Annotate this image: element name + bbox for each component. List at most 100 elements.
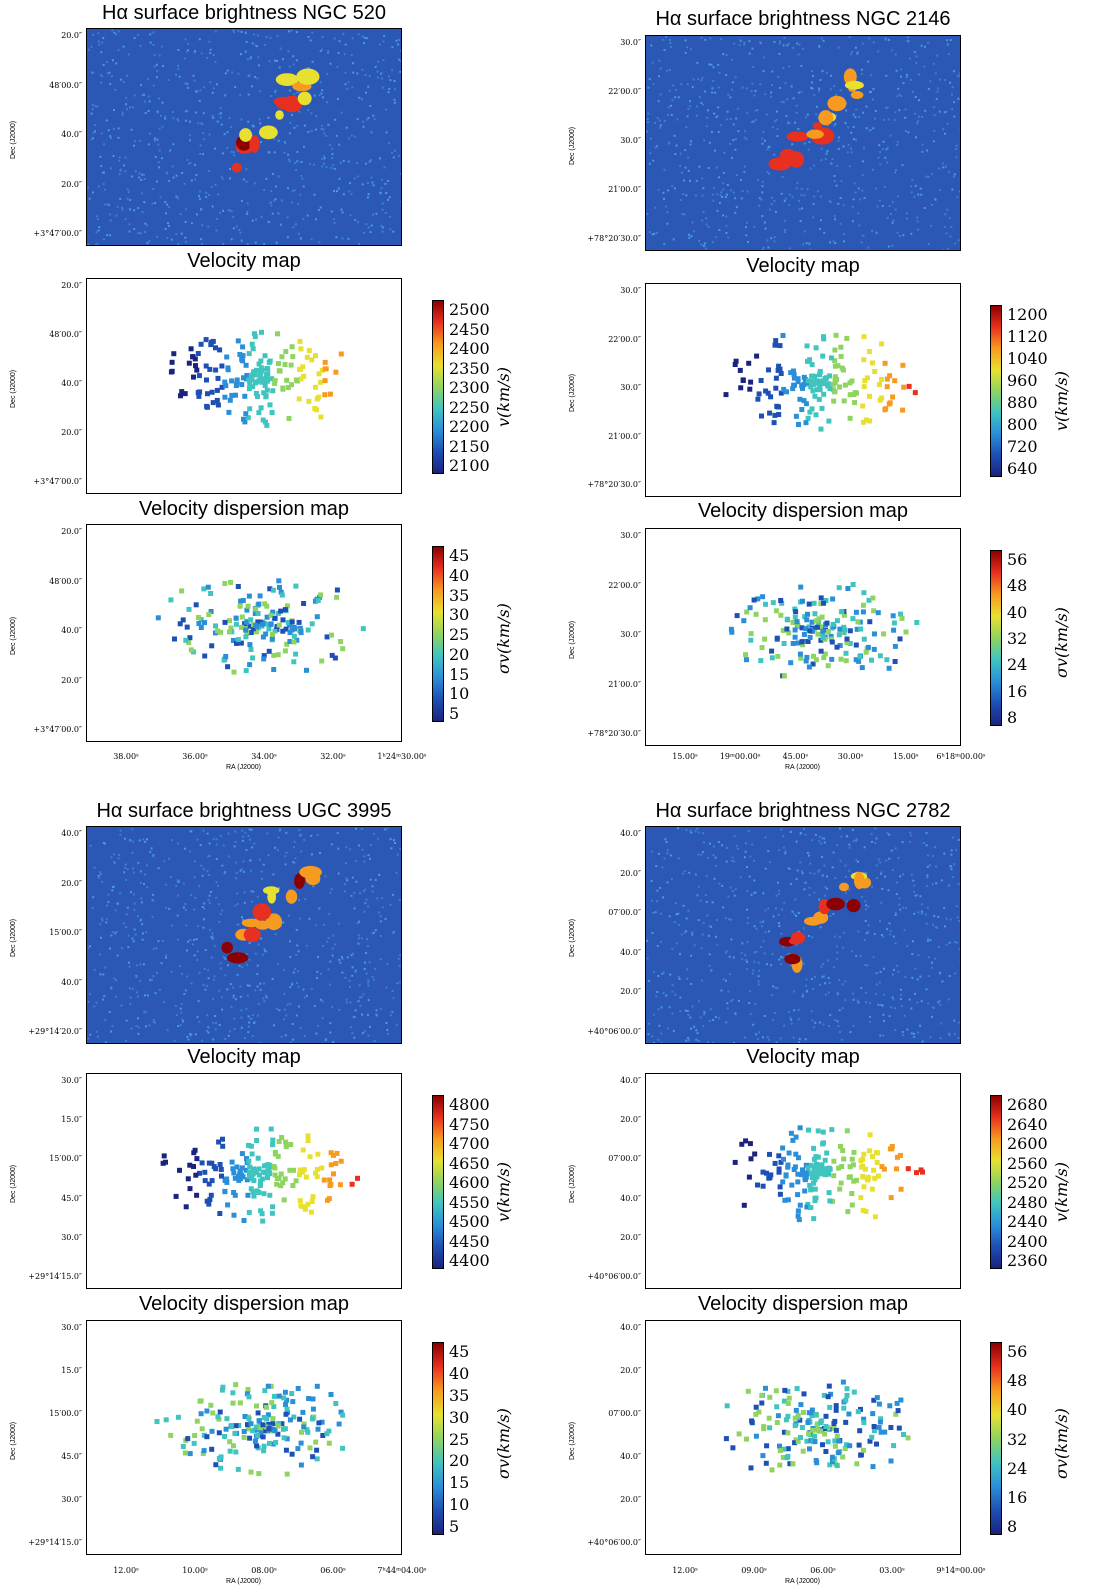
noise-pixel xyxy=(111,1024,114,1027)
noise-pixel xyxy=(96,105,99,108)
noise-pixel xyxy=(677,976,680,979)
noise-pixel xyxy=(814,833,817,836)
noise-pixel xyxy=(345,998,348,1001)
noise-pixel xyxy=(274,89,277,92)
noise-pixel xyxy=(918,73,920,76)
noise-pixel xyxy=(230,238,233,241)
map-pixel xyxy=(875,610,881,616)
noise-pixel xyxy=(330,843,333,846)
noise-pixel xyxy=(651,61,654,64)
map-pixel xyxy=(839,609,845,615)
noise-pixel xyxy=(718,228,721,231)
noise-pixel xyxy=(925,831,928,834)
noise-pixel xyxy=(832,851,835,854)
noise-pixel xyxy=(218,920,221,923)
noise-pixel xyxy=(674,96,677,99)
map-pixel xyxy=(172,636,177,642)
noise-pixel xyxy=(145,931,148,934)
noise-pixel xyxy=(688,871,691,874)
noise-pixel xyxy=(333,943,336,946)
noise-pixel xyxy=(247,1025,250,1028)
noise-pixel xyxy=(129,106,131,109)
map-pixel xyxy=(759,413,764,419)
noise-pixel xyxy=(209,81,212,84)
noise-pixel xyxy=(92,896,95,899)
map-pixel xyxy=(154,1419,160,1424)
noise-pixel xyxy=(687,909,690,912)
map-pixel xyxy=(879,1164,885,1170)
map-pixel xyxy=(824,375,829,381)
noise-pixel xyxy=(852,840,855,843)
noise-pixel xyxy=(184,847,187,850)
map-pixel xyxy=(196,615,201,620)
noise-pixel xyxy=(381,226,384,229)
map-pixel xyxy=(246,1142,251,1148)
noise-pixel xyxy=(792,97,795,100)
noise-pixel xyxy=(859,954,862,957)
noise-pixel xyxy=(687,1014,690,1016)
noise-pixel xyxy=(861,42,864,45)
noise-pixel xyxy=(703,244,705,247)
noise-pixel xyxy=(774,120,777,123)
map-pixel xyxy=(891,627,897,633)
noise-pixel xyxy=(749,1013,752,1015)
noise-pixel xyxy=(892,935,895,938)
noise-pixel xyxy=(886,106,889,109)
noise-pixel xyxy=(296,91,299,94)
noise-pixel xyxy=(164,117,167,120)
noise-pixel xyxy=(851,828,854,831)
noise-pixel xyxy=(224,957,227,960)
map-pixel xyxy=(282,648,288,654)
map-pixel xyxy=(746,360,752,366)
noise-pixel xyxy=(753,925,756,928)
noise-pixel xyxy=(667,189,670,192)
noise-pixel xyxy=(954,941,957,944)
colorbar-tick-label: 2100 xyxy=(449,456,490,475)
map-pixel xyxy=(831,398,837,404)
noise-pixel xyxy=(209,52,212,54)
map-pixel xyxy=(872,1428,877,1434)
noise-pixel xyxy=(313,94,316,97)
noise-pixel xyxy=(782,945,785,948)
noise-pixel xyxy=(156,235,159,238)
noise-pixel xyxy=(109,947,111,950)
noise-pixel xyxy=(312,163,315,166)
noise-pixel xyxy=(131,175,134,178)
noise-pixel xyxy=(288,158,291,161)
noise-pixel xyxy=(337,872,340,875)
emission-knot xyxy=(827,95,847,112)
map-pixel xyxy=(844,1392,850,1398)
map-pixel xyxy=(312,406,318,411)
map-pixel xyxy=(207,1197,213,1202)
noise-pixel xyxy=(731,890,734,893)
noise-pixel xyxy=(917,1031,920,1034)
noise-pixel xyxy=(758,204,761,207)
noise-pixel xyxy=(704,38,707,41)
noise-pixel xyxy=(799,861,802,864)
noise-pixel xyxy=(199,89,202,92)
noise-pixel xyxy=(354,860,357,863)
ngc2782-surface-map xyxy=(645,826,961,1044)
noise-pixel xyxy=(357,33,360,36)
noise-pixel xyxy=(158,166,160,169)
noise-pixel xyxy=(343,883,346,886)
emission-knot xyxy=(297,91,312,106)
map-pixel xyxy=(313,1170,318,1176)
map-pixel xyxy=(728,626,734,632)
noise-pixel xyxy=(323,157,326,160)
map-pixel xyxy=(795,1208,801,1214)
noise-pixel xyxy=(113,853,116,856)
map-pixel xyxy=(767,1394,773,1400)
noise-pixel xyxy=(158,149,161,152)
dec-tick-label: 40.0″ xyxy=(620,1323,641,1332)
map-pixel xyxy=(267,586,273,592)
noise-pixel xyxy=(653,1013,656,1016)
noise-pixel xyxy=(712,854,715,857)
noise-pixel xyxy=(389,1014,392,1017)
map-pixel xyxy=(846,1174,852,1180)
noise-pixel xyxy=(720,38,723,41)
noise-pixel xyxy=(927,41,930,44)
noise-pixel xyxy=(805,978,808,981)
noise-pixel xyxy=(850,51,853,53)
noise-pixel xyxy=(899,988,902,991)
